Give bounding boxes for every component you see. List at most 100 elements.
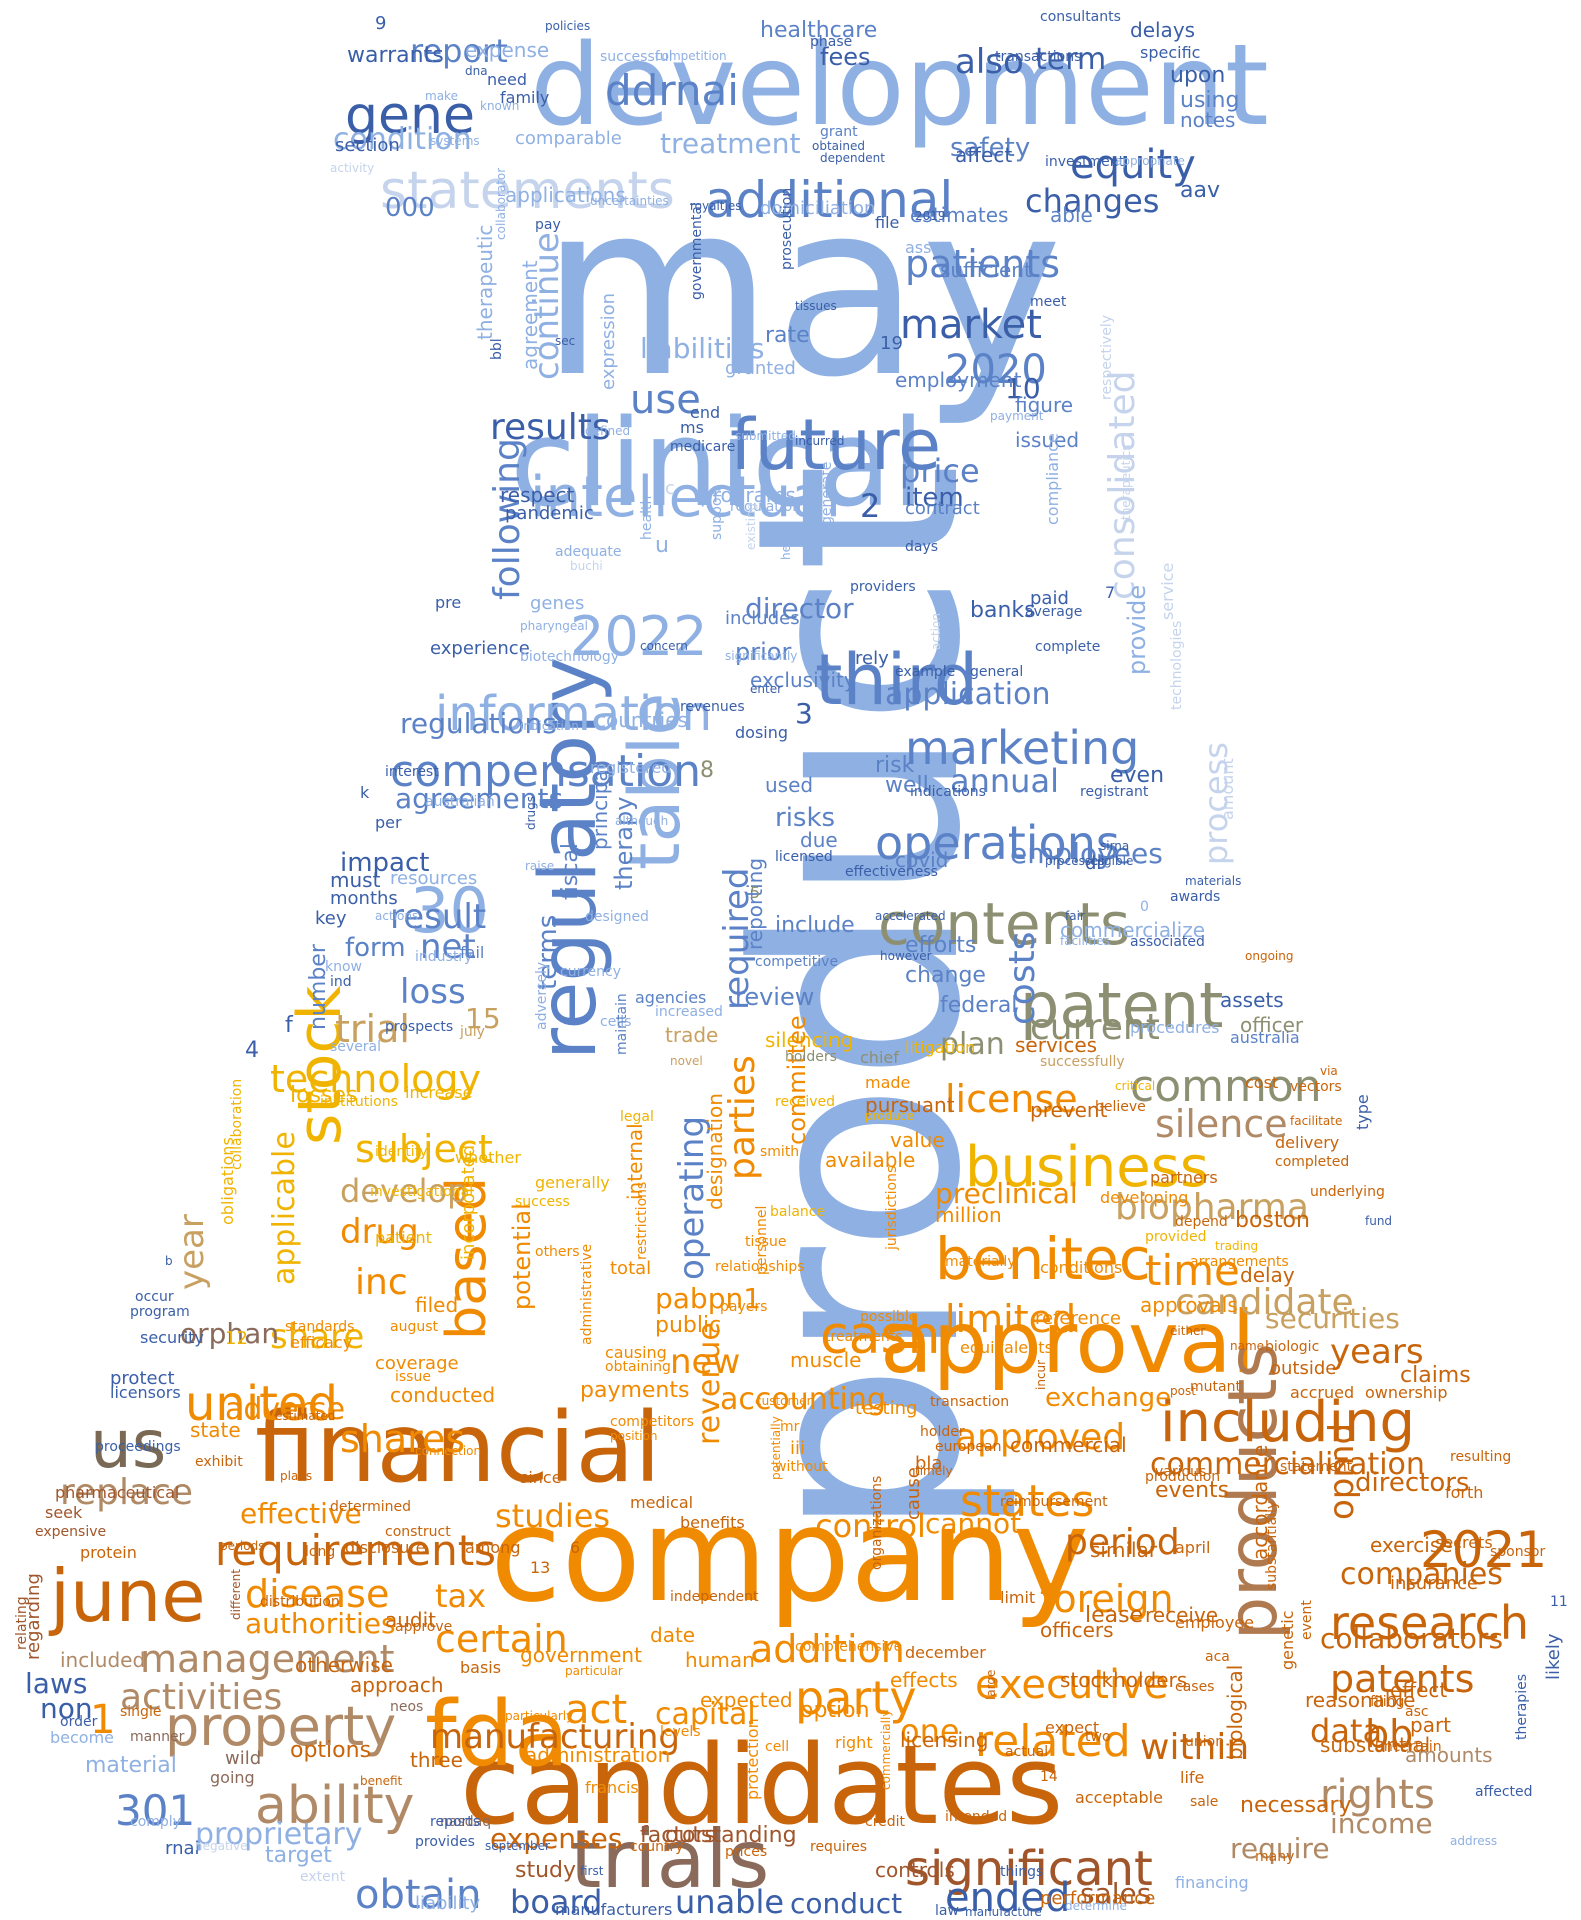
cloud-word: address xyxy=(1450,1834,1498,1848)
cloud-word: competitive xyxy=(755,954,839,970)
cloud-word: use xyxy=(630,377,701,423)
cloud-word: holder xyxy=(920,1424,965,1440)
cloud-word: fund xyxy=(1365,1214,1393,1228)
cloud-word: benefit xyxy=(360,1774,403,1788)
cloud-word: nasdaq xyxy=(440,1814,492,1830)
cloud-word: law xyxy=(935,1903,959,1919)
cloud-word: incur xyxy=(1034,1359,1048,1390)
cloud-word: reports xyxy=(430,1814,481,1830)
cloud-word: arrangements xyxy=(1190,1254,1289,1270)
cloud-word: providers xyxy=(850,579,916,595)
cloud-word: claims xyxy=(1400,1363,1471,1388)
cloud-word: completed xyxy=(1275,1154,1350,1170)
cloud-word: licensors xyxy=(110,1383,181,1402)
cloud-word: paid xyxy=(1030,588,1069,609)
cloud-word: commercialize xyxy=(1060,918,1206,942)
cloud-word: manufacturers xyxy=(555,1900,673,1919)
cloud-word: requirements xyxy=(215,1526,497,1575)
cloud-word: dosing xyxy=(735,723,789,742)
cloud-word: outside xyxy=(1270,1358,1337,1379)
cloud-word: adverse xyxy=(225,1392,346,1427)
cloud-word: contract xyxy=(905,498,980,519)
cloud-word: bb xyxy=(1365,1712,1414,1756)
cloud-word: time xyxy=(1145,1246,1240,1295)
cloud-word: assets xyxy=(1220,988,1284,1012)
cloud-word: amounts xyxy=(1405,1743,1493,1767)
cloud-word: united xyxy=(185,1376,338,1432)
cloud-word: new xyxy=(670,1342,741,1382)
cloud-word: insurance xyxy=(1390,1573,1479,1594)
cloud-word: plan xyxy=(940,1027,1005,1062)
cloud-word: sufficient xyxy=(940,258,1032,282)
cloud-word: eligible xyxy=(1090,854,1134,868)
cloud-word: agencies xyxy=(635,988,707,1007)
cloud-word: receive xyxy=(1145,1603,1219,1627)
cloud-word: change xyxy=(905,963,986,988)
cloud-word: approved xyxy=(955,1417,1126,1458)
cloud-word: francis xyxy=(585,1778,639,1797)
cloud-word: executive xyxy=(975,1662,1169,1708)
cloud-word: patient xyxy=(375,1228,432,1247)
cloud-word: information xyxy=(435,686,713,742)
cloud-word: timely xyxy=(915,1464,953,1478)
cloud-word: testing xyxy=(855,1398,918,1419)
cloud-word: 2019 xyxy=(915,209,946,223)
cloud-word: plans xyxy=(280,1469,313,1483)
cloud-word: effective xyxy=(240,1497,362,1530)
cloud-word: royalties xyxy=(690,199,742,213)
cloud-word: per xyxy=(375,813,402,832)
cloud-word: replace xyxy=(60,1472,194,1513)
cloud-word: patients xyxy=(905,242,1061,286)
cloud-word: exercise xyxy=(1370,1533,1453,1557)
cloud-word: raise xyxy=(525,859,555,873)
cloud-word: 3 xyxy=(795,697,813,730)
cloud-word: issue xyxy=(395,1369,431,1385)
cloud-word: protein xyxy=(80,1543,137,1562)
cloud-word: manner xyxy=(130,1729,185,1745)
cloud-word: material xyxy=(85,1753,177,1778)
cloud-word: banks xyxy=(970,598,1036,623)
cloud-word: k xyxy=(360,783,370,802)
cloud-word: tax xyxy=(435,1577,487,1615)
cloud-word: patent xyxy=(1020,969,1224,1042)
cloud-word: control xyxy=(815,1507,926,1545)
cloud-word: 30 xyxy=(410,874,489,947)
cloud-word: laws xyxy=(25,1667,88,1700)
cloud-word: otherwise xyxy=(295,1653,393,1677)
cloud-word: human xyxy=(685,1648,755,1672)
cloud-word: reference xyxy=(1035,1308,1121,1329)
cloud-word: approve xyxy=(395,1619,453,1635)
cloud-word: organizations xyxy=(869,1475,885,1570)
cloud-word: periods xyxy=(220,1539,265,1553)
cloud-word: program xyxy=(130,1304,190,1320)
cloud-word: incurred xyxy=(795,434,845,448)
cloud-word: without xyxy=(775,1459,828,1475)
cloud-word: prosecution xyxy=(779,187,795,270)
cloud-word: delivery xyxy=(1275,1133,1340,1152)
cloud-word: property xyxy=(165,1695,397,1758)
cloud-word: disclosure xyxy=(345,1538,426,1557)
cloud-word: provided xyxy=(1145,1229,1207,1245)
cloud-word: smith xyxy=(760,1144,800,1160)
cloud-word: health xyxy=(639,495,655,540)
cloud-word: many xyxy=(1255,1849,1295,1865)
cloud-word: performance xyxy=(1040,1888,1156,1909)
cloud-word: possible xyxy=(860,1309,918,1325)
cloud-word: sirna xyxy=(1100,839,1130,853)
cloud-word: substantially xyxy=(1264,1500,1280,1590)
cloud-word: transaction xyxy=(930,1394,1010,1410)
cloud-word: statement xyxy=(1280,1459,1353,1475)
cloud-word: materially xyxy=(945,1254,1016,1270)
cloud-word: partners xyxy=(1150,1168,1218,1187)
cloud-word: estimates xyxy=(910,203,1009,227)
cloud-word: may xyxy=(540,150,1063,430)
cloud-word: statements xyxy=(380,161,675,221)
cloud-word: long xyxy=(305,1544,336,1560)
cloud-word: treatments xyxy=(825,1329,903,1345)
cloud-word: bbl xyxy=(489,338,505,360)
cloud-word: additional xyxy=(705,171,954,229)
cloud-word: therapy xyxy=(610,796,638,890)
cloud-word: vectors xyxy=(1290,1079,1342,1095)
cloud-word: security xyxy=(140,1328,204,1347)
cloud-word: operations xyxy=(875,816,1120,870)
